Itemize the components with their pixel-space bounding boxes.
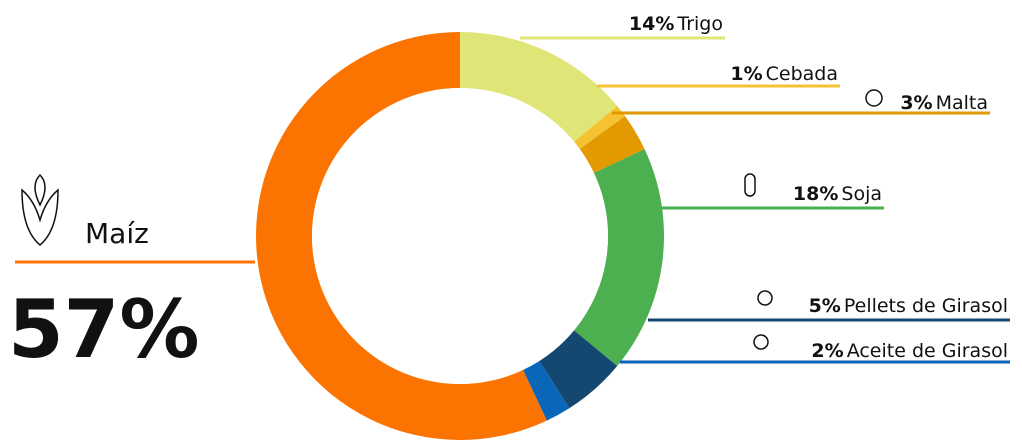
donut-hole <box>312 88 608 384</box>
sunflower-icon <box>753 334 769 350</box>
slice-label: 1% Cebada <box>730 63 838 85</box>
slice-label: 14% Trigo <box>629 13 723 35</box>
slice-label: 3% Malta <box>900 92 988 114</box>
slice-name: Pellets de Girasol <box>844 295 1008 317</box>
donut-segment <box>255 32 547 440</box>
slice-name: Cebada <box>766 63 838 85</box>
corn-icon <box>21 173 59 246</box>
donut-segment <box>460 32 618 142</box>
slice-label: 2% Aceite de Girasol <box>811 340 1008 362</box>
slice-label: 18% Soja <box>793 183 882 205</box>
icons <box>21 89 883 350</box>
slice-name: Trigo <box>676 13 723 35</box>
slice-name: Soja <box>841 183 882 205</box>
slice-percent: 1% <box>730 63 762 85</box>
slice-name: Aceite de Girasol <box>847 340 1008 362</box>
sunflower-icon <box>757 290 773 306</box>
slice-percent: 57% <box>8 283 199 376</box>
slice-name: Maíz <box>85 217 149 250</box>
slice-percent: 18% <box>793 183 838 205</box>
donut-segment <box>574 105 626 150</box>
donut-segment <box>574 149 664 367</box>
slice-name: Malta <box>936 92 988 114</box>
slice-percent: 2% <box>811 340 843 362</box>
soy-icon <box>744 173 756 197</box>
donut-segment <box>523 360 570 421</box>
slice-label: 5% Pellets de Girasol <box>809 295 1008 317</box>
slice-percent: 5% <box>809 295 841 317</box>
donut-segment <box>539 330 618 409</box>
slice-percent: 14% <box>629 13 674 35</box>
malt-icon <box>865 89 883 107</box>
donut-segment <box>579 116 645 173</box>
slice-percent: 3% <box>900 92 932 114</box>
